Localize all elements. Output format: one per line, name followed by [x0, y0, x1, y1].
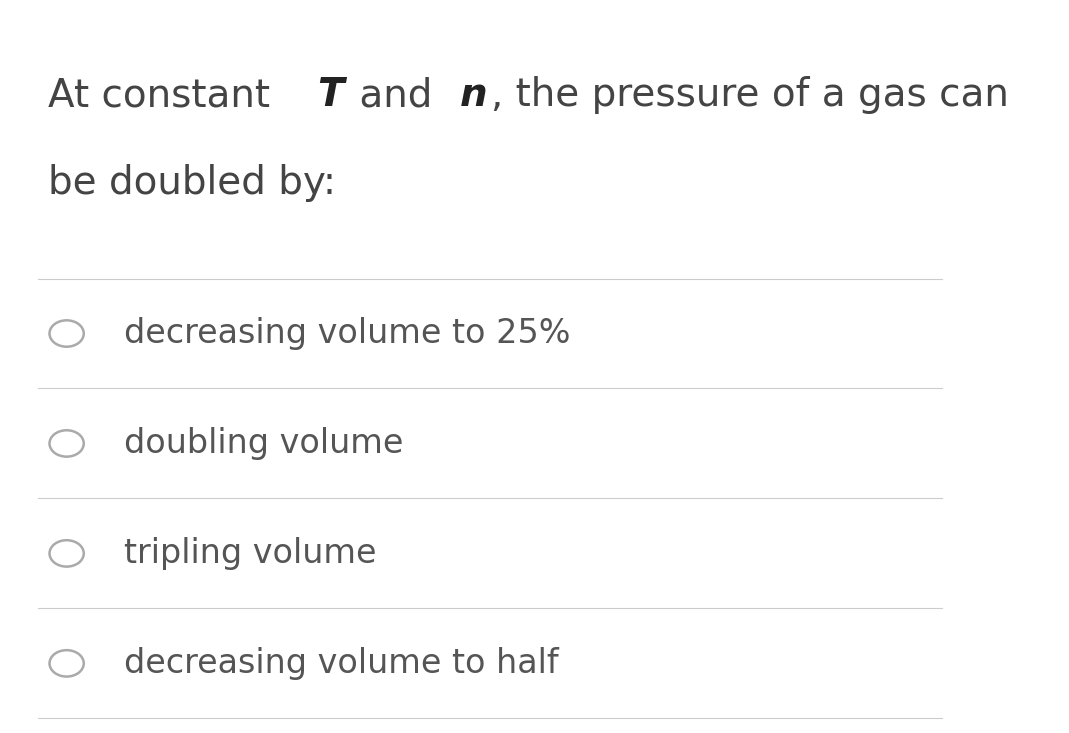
- Text: decreasing volume to half: decreasing volume to half: [124, 647, 558, 680]
- Text: , the pressure of a gas can: , the pressure of a gas can: [492, 76, 1009, 114]
- Text: n: n: [460, 76, 487, 114]
- Text: tripling volume: tripling volume: [124, 537, 376, 570]
- Text: doubling volume: doubling volume: [124, 427, 403, 460]
- Text: and: and: [347, 76, 445, 114]
- Text: decreasing volume to 25%: decreasing volume to 25%: [124, 317, 570, 350]
- Text: T: T: [316, 76, 343, 114]
- Text: be doubled by:: be doubled by:: [48, 164, 336, 202]
- Text: At constant: At constant: [48, 76, 282, 114]
